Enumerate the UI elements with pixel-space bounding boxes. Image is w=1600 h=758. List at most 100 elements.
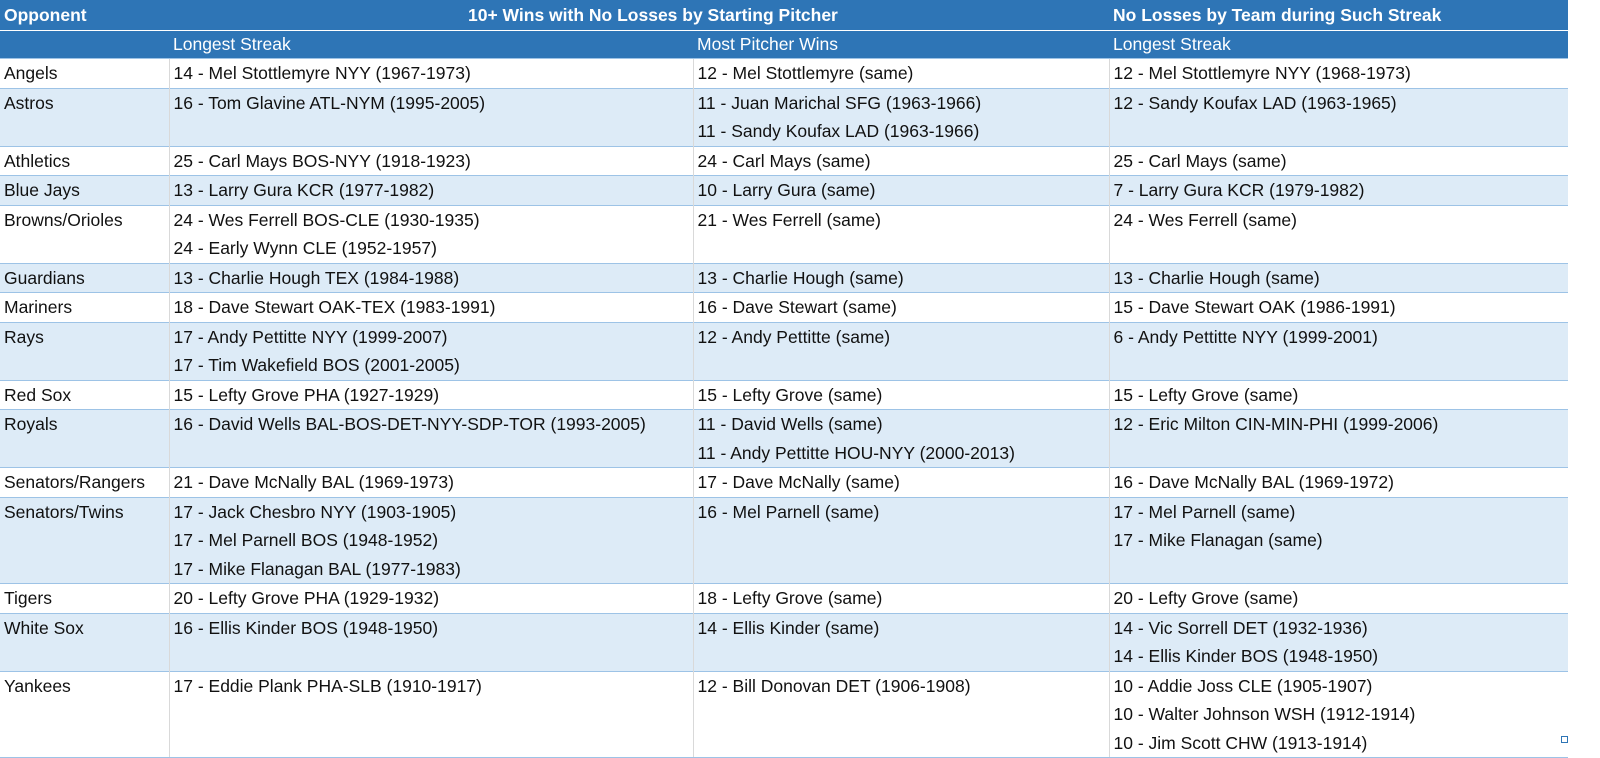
cell-team-longest-streak[interactable]: 12 - Eric Milton CIN-MIN-PHI (1999-2006)	[1108, 409, 1569, 468]
cell-team-longest-streak[interactable]: 16 - Dave McNally BAL (1969-1972)	[1108, 467, 1569, 497]
cell-most-pitcher-wins[interactable]: 24 - Carl Mays (same)	[692, 145, 1110, 176]
cell-opponent[interactable]: Mariners	[0, 292, 169, 322]
header-opponent[interactable]: Opponent	[0, 0, 169, 31]
table-row: Angels 14 - Mel Stottlemyre NYY (1967-197…	[0, 58, 1569, 88]
cell-line: 15 - Lefty Grove (same)	[1113, 384, 1299, 405]
cell-most-pitcher-wins[interactable]: 16 - Mel Parnell (same)	[692, 496, 1110, 584]
cell-longest-streak[interactable]: 20 - Lefty Grove PHA (1929-1932)	[168, 583, 693, 613]
cell-line: Blue Jays	[4, 180, 80, 200]
cell-most-pitcher-wins[interactable]: 16 - Dave Stewart (same)	[692, 292, 1110, 322]
cell-most-pitcher-wins[interactable]: 13 - Charlie Hough (same)	[692, 262, 1110, 293]
cell-most-pitcher-wins[interactable]: 18 - Lefty Grove (same)	[692, 583, 1110, 613]
cell-longest-streak[interactable]: 15 - Lefty Grove PHA (1927-1929)	[168, 379, 693, 410]
cell-most-pitcher-wins[interactable]: 15 - Lefty Grove (same)	[692, 379, 1110, 410]
cell-line: 13 - Charlie Hough (same)	[697, 267, 904, 288]
cell-opponent[interactable]: Athletics	[0, 145, 169, 176]
cell-team-longest-streak[interactable]: 6 - Andy Pettitte NYY (1999-2001)	[1108, 321, 1569, 380]
cell-opponent[interactable]: Royals	[0, 409, 169, 468]
cell-opponent[interactable]: White Sox	[0, 612, 169, 671]
cell-longest-streak[interactable]: 17 - Jack Chesbro NYY (1903-1905) 17 - Me…	[168, 496, 693, 584]
cell-most-pitcher-wins[interactable]: 12 - Bill Donovan DET (1906-1908)	[692, 670, 1110, 758]
header-most-pitcher-wins[interactable]: Most Pitcher Wins	[693, 30, 1110, 59]
cell-line: 24 - Wes Ferrell BOS-CLE (1930-1935)	[173, 209, 480, 230]
cell-opponent[interactable]: Senators/Rangers	[0, 467, 169, 497]
table-row: White Sox 16 - Ellis Kinder BOS (1948-195…	[0, 612, 1569, 671]
cell-longest-streak[interactable]: 18 - Dave Stewart OAK-TEX (1983-1991)	[168, 292, 693, 322]
cell-longest-streak[interactable]: 13 - Charlie Hough TEX (1984-1988)	[168, 262, 693, 293]
cell-line: 12 - Mel Stottlemyre NYY (1968-1973)	[1113, 63, 1411, 83]
cell-opponent[interactable]: Angels	[0, 58, 169, 88]
cell-longest-streak[interactable]: 21 - Dave McNally BAL (1969-1973)	[168, 467, 693, 497]
cell-line: 17 - Mike Flanagan (same)	[1113, 530, 1323, 550]
cell-most-pitcher-wins[interactable]: 12 - Mel Stottlemyre (same)	[692, 58, 1110, 88]
cell-line: 17 - Mike Flanagan BAL (1977-1983)	[173, 558, 461, 579]
header-blank[interactable]	[0, 30, 169, 59]
cell-team-longest-streak[interactable]: 15 - Dave Stewart OAK (1986-1991)	[1108, 292, 1569, 322]
cell-longest-streak[interactable]: 25 - Carl Mays BOS-NYY (1918-1923)	[168, 145, 693, 176]
cell-most-pitcher-wins[interactable]: 11 - David Wells (same) 11 - Andy Pettitt…	[692, 409, 1110, 468]
cell-most-pitcher-wins[interactable]: 11 - Juan Marichal SFG (1963-1966) 11 - S…	[692, 87, 1110, 146]
table-row: Browns/Orioles 24 - Wes Ferrell BOS-CLE (…	[0, 204, 1569, 263]
header-team-longest-streak[interactable]: Longest Streak	[1109, 30, 1569, 59]
cell-longest-streak[interactable]: 16 - David Wells BAL-BOS-DET-NYY-SDP-TOR…	[168, 409, 693, 468]
cell-line: 14 - Ellis Kinder BOS (1948-1950)	[1113, 646, 1379, 666]
cell-longest-streak[interactable]: 17 - Eddie Plank PHA-SLB (1910-1917)	[168, 670, 693, 758]
cell-opponent[interactable]: Rays	[0, 321, 169, 380]
cell-opponent[interactable]: Astros	[0, 87, 169, 146]
cell-opponent[interactable]: Tigers	[0, 583, 169, 613]
cell-line: 13 - Larry Gura KCR (1977-1982)	[173, 180, 435, 200]
table-row: Mariners 18 - Dave Stewart OAK-TEX (1983-…	[0, 292, 1569, 322]
table-row: Yankees 17 - Eddie Plank PHA-SLB (1910-19…	[0, 670, 1569, 758]
header-row-group: Opponent 10+ Wins with No Losses by Star…	[0, 0, 1569, 31]
table-row: Blue Jays 13 - Larry Gura KCR (1977-1982)…	[0, 175, 1569, 205]
cell-team-longest-streak[interactable]: 15 - Lefty Grove (same)	[1108, 379, 1569, 410]
cell-longest-streak[interactable]: 16 - Tom Glavine ATL-NYM (1995-2005)	[168, 87, 693, 146]
cell-most-pitcher-wins[interactable]: 10 - Larry Gura (same)	[692, 175, 1110, 205]
cell-opponent[interactable]: Browns/Orioles	[0, 204, 169, 263]
cell-opponent[interactable]: Yankees	[0, 670, 169, 758]
fill-handle[interactable]	[1561, 736, 1568, 743]
cell-team-longest-streak[interactable]: 24 - Wes Ferrell (same)	[1108, 204, 1569, 263]
cell-longest-streak[interactable]: 14 - Mel Stottlemyre NYY (1967-1973)	[168, 58, 693, 88]
cell-line: 20 - Lefty Grove (same)	[1113, 588, 1299, 608]
cell-most-pitcher-wins[interactable]: 21 - Wes Ferrell (same)	[692, 204, 1110, 263]
cell-line: 15 - Dave Stewart OAK (1986-1991)	[1113, 297, 1396, 317]
cell-most-pitcher-wins[interactable]: 12 - Andy Pettitte (same)	[692, 321, 1110, 380]
cell-opponent[interactable]: Blue Jays	[0, 175, 169, 205]
cell-line: Senators/Rangers	[4, 472, 146, 492]
cell-team-longest-streak[interactable]: 13 - Charlie Hough (same)	[1108, 262, 1569, 293]
cell-longest-streak[interactable]: 13 - Larry Gura KCR (1977-1982)	[168, 175, 693, 205]
cell-most-pitcher-wins[interactable]: 14 - Ellis Kinder (same)	[692, 612, 1110, 671]
cell-line: 18 - Dave Stewart OAK-TEX (1983-1991)	[173, 297, 496, 317]
cell-line: Astros	[4, 92, 54, 113]
cell-team-longest-streak[interactable]: 17 - Mel Parnell (same) 17 - Mike Flanaga…	[1108, 496, 1569, 584]
cell-opponent[interactable]: Senators/Twins	[0, 496, 169, 584]
table-row: Senators/Twins 17 - Jack Chesbro NYY (190…	[0, 496, 1569, 584]
header-longest-streak[interactable]: Longest Streak	[169, 30, 693, 59]
cell-opponent[interactable]: Red Sox	[0, 379, 169, 410]
cell-team-longest-streak[interactable]: 20 - Lefty Grove (same)	[1108, 583, 1569, 613]
cell-longest-streak[interactable]: 16 - Ellis Kinder BOS (1948-1950)	[168, 612, 693, 671]
table-row: Guardians 13 - Charlie Hough TEX (1984-19…	[0, 262, 1569, 293]
cell-team-longest-streak[interactable]: 10 - Addie Joss CLE (1905-1907) 10 - Walt…	[1108, 670, 1569, 758]
header-group-team[interactable]: No Losses by Team during Such Streak	[1109, 0, 1569, 31]
cell-line: 11 - Sandy Koufax LAD (1963-1966)	[697, 121, 980, 141]
cell-longest-streak[interactable]: 24 - Wes Ferrell BOS-CLE (1930-1935) 24 -…	[168, 204, 693, 263]
cell-most-pitcher-wins[interactable]: 17 - Dave McNally (same)	[692, 467, 1110, 497]
cell-team-longest-streak[interactable]: 14 - Vic Sorrell DET (1932-1936) 14 - Ell…	[1108, 612, 1569, 671]
cell-team-longest-streak[interactable]: 12 - Sandy Koufax LAD (1963-1965)	[1108, 87, 1569, 146]
cell-longest-streak[interactable]: 17 - Andy Pettitte NYY (1999-2007) 17 - T…	[168, 321, 693, 380]
cell-opponent[interactable]: Guardians	[0, 262, 169, 293]
cell-line: 10 - Addie Joss CLE (1905-1907)	[1113, 675, 1373, 696]
cell-team-longest-streak[interactable]: 7 - Larry Gura KCR (1979-1982)	[1108, 175, 1569, 205]
cell-line: 16 - David Wells BAL-BOS-DET-NYY-SDP-TOR…	[173, 414, 646, 434]
cell-team-longest-streak[interactable]: 25 - Carl Mays (same)	[1108, 145, 1569, 176]
cell-line: 12 - Sandy Koufax LAD (1963-1965)	[1113, 92, 1397, 113]
cell-team-longest-streak[interactable]: 12 - Mel Stottlemyre NYY (1968-1973)	[1108, 58, 1569, 88]
cell-line: 13 - Charlie Hough (same)	[1113, 267, 1320, 288]
header-group-pitcher[interactable]: 10+ Wins with No Losses by Starting Pitc…	[169, 0, 1110, 31]
cell-line: Rays	[4, 326, 44, 347]
cell-line: 14 - Vic Sorrell DET (1932-1936)	[1113, 617, 1368, 638]
